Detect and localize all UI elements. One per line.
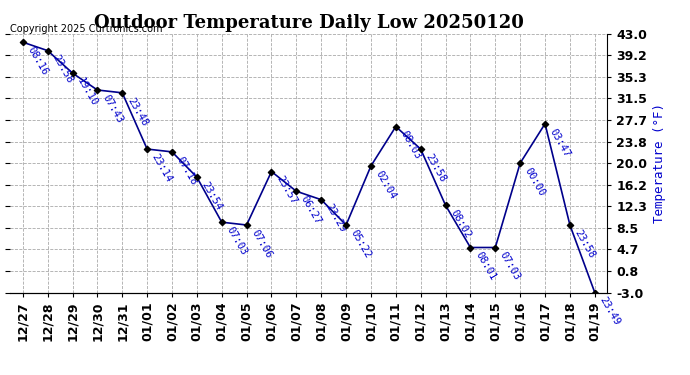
Text: 23:58: 23:58 bbox=[50, 53, 75, 86]
Point bbox=[266, 169, 277, 175]
Point bbox=[415, 146, 426, 152]
Point bbox=[540, 121, 551, 127]
Text: 08:03: 08:03 bbox=[399, 129, 423, 161]
Point bbox=[117, 90, 128, 96]
Point bbox=[490, 244, 501, 250]
Text: 23:14: 23:14 bbox=[150, 152, 174, 184]
Text: 07:18: 07:18 bbox=[175, 154, 199, 187]
Text: 07:06: 07:06 bbox=[249, 228, 274, 260]
Point bbox=[290, 188, 302, 194]
Point bbox=[241, 222, 252, 228]
Point bbox=[515, 160, 526, 166]
Point bbox=[465, 244, 476, 250]
Text: 07:03: 07:03 bbox=[224, 225, 249, 257]
Y-axis label: Temperature (°F): Temperature (°F) bbox=[653, 103, 666, 223]
Text: 07:43: 07:43 bbox=[100, 93, 124, 125]
Text: 23:58: 23:58 bbox=[573, 228, 597, 260]
Text: 23:29: 23:29 bbox=[324, 202, 348, 234]
Title: Outdoor Temperature Daily Low 20250120: Outdoor Temperature Daily Low 20250120 bbox=[94, 14, 524, 32]
Point bbox=[166, 149, 177, 155]
Text: 05:22: 05:22 bbox=[349, 228, 373, 260]
Text: 23:49: 23:49 bbox=[598, 295, 622, 327]
Point bbox=[366, 163, 377, 169]
Point bbox=[67, 70, 78, 76]
Point bbox=[316, 196, 327, 202]
Text: 08:01: 08:01 bbox=[473, 250, 497, 282]
Text: 06:27: 06:27 bbox=[299, 194, 324, 226]
Text: 07:03: 07:03 bbox=[498, 250, 522, 282]
Text: 03:47: 03:47 bbox=[548, 126, 572, 159]
Text: Copyright 2025 Curtronics.com: Copyright 2025 Curtronics.com bbox=[10, 24, 163, 34]
Point bbox=[92, 87, 103, 93]
Point bbox=[216, 219, 227, 225]
Point bbox=[589, 290, 600, 296]
Text: 08:16: 08:16 bbox=[26, 45, 50, 77]
Text: 23:48: 23:48 bbox=[125, 96, 149, 128]
Text: 08:02: 08:02 bbox=[448, 208, 473, 240]
Point bbox=[440, 202, 451, 208]
Text: 02:04: 02:04 bbox=[374, 169, 398, 201]
Text: 23:54: 23:54 bbox=[199, 180, 224, 212]
Point bbox=[42, 48, 53, 54]
Text: 23:58: 23:58 bbox=[424, 152, 448, 184]
Text: 19:10: 19:10 bbox=[75, 76, 99, 108]
Text: 00:00: 00:00 bbox=[523, 166, 547, 198]
Point bbox=[341, 222, 352, 228]
Point bbox=[391, 124, 402, 130]
Point bbox=[17, 39, 28, 45]
Text: 23:57: 23:57 bbox=[274, 174, 299, 206]
Point bbox=[191, 174, 202, 180]
Point bbox=[564, 222, 575, 228]
Point bbox=[141, 146, 152, 152]
